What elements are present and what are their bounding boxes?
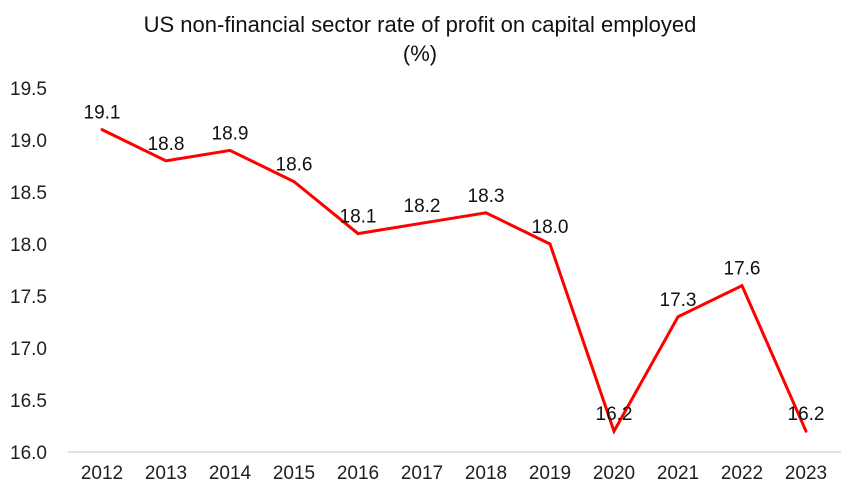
y-axis-tick-label: 19.5 bbox=[10, 79, 47, 100]
plot-area: 19.5 19.0 18.5 18.0 17.5 17.0 16.5 16.0 2012 2013… bbox=[10, 79, 841, 484]
y-axis-tick-label: 18.5 bbox=[10, 183, 47, 204]
data-label: 18.0 bbox=[532, 217, 569, 238]
x-axis-tick-label: 2021 bbox=[657, 463, 699, 484]
x-axis-tick-label: 2016 bbox=[337, 463, 379, 484]
data-label: 18.2 bbox=[404, 196, 441, 217]
data-label: 18.1 bbox=[340, 207, 377, 228]
data-label: 19.1 bbox=[84, 103, 121, 124]
data-label: 17.3 bbox=[660, 290, 697, 311]
data-label: 18.3 bbox=[468, 186, 505, 207]
data-label: 17.6 bbox=[724, 259, 761, 280]
data-label: 18.6 bbox=[276, 155, 313, 176]
x-axis-tick-label: 2015 bbox=[273, 463, 315, 484]
y-axis-tick-label: 16.0 bbox=[10, 443, 47, 464]
data-label: 18.9 bbox=[212, 123, 249, 144]
x-axis-tick-label: 2013 bbox=[145, 463, 187, 484]
data-label: 18.8 bbox=[148, 134, 185, 155]
x-axis-tick-label: 2023 bbox=[785, 463, 827, 484]
chart-title: US non-financial sector rate of profit o… bbox=[144, 12, 697, 37]
y-axis-tick-label: 18.0 bbox=[10, 235, 47, 256]
x-axis-tick-label: 2017 bbox=[401, 463, 443, 484]
y-axis-tick-label: 17.0 bbox=[10, 339, 47, 360]
chart-subtitle: (%) bbox=[403, 41, 437, 66]
data-label: 16.2 bbox=[788, 404, 825, 425]
x-axis-tick-label: 2014 bbox=[209, 463, 252, 484]
profit-rate-series-line bbox=[100, 128, 808, 435]
y-axis-tick-label: 19.0 bbox=[10, 131, 47, 152]
y-axis-tick-label: 17.5 bbox=[10, 287, 47, 308]
y-axis-tick-label: 16.5 bbox=[10, 391, 47, 412]
x-axis-tick-label: 2012 bbox=[81, 463, 123, 484]
x-axis-tick-label: 2018 bbox=[465, 463, 507, 484]
x-axis-tick-label: 2019 bbox=[529, 463, 571, 484]
data-label: 16.2 bbox=[596, 404, 633, 425]
x-axis-tick-label: 2022 bbox=[721, 463, 763, 484]
x-axis-tick-label: 2020 bbox=[593, 463, 635, 484]
